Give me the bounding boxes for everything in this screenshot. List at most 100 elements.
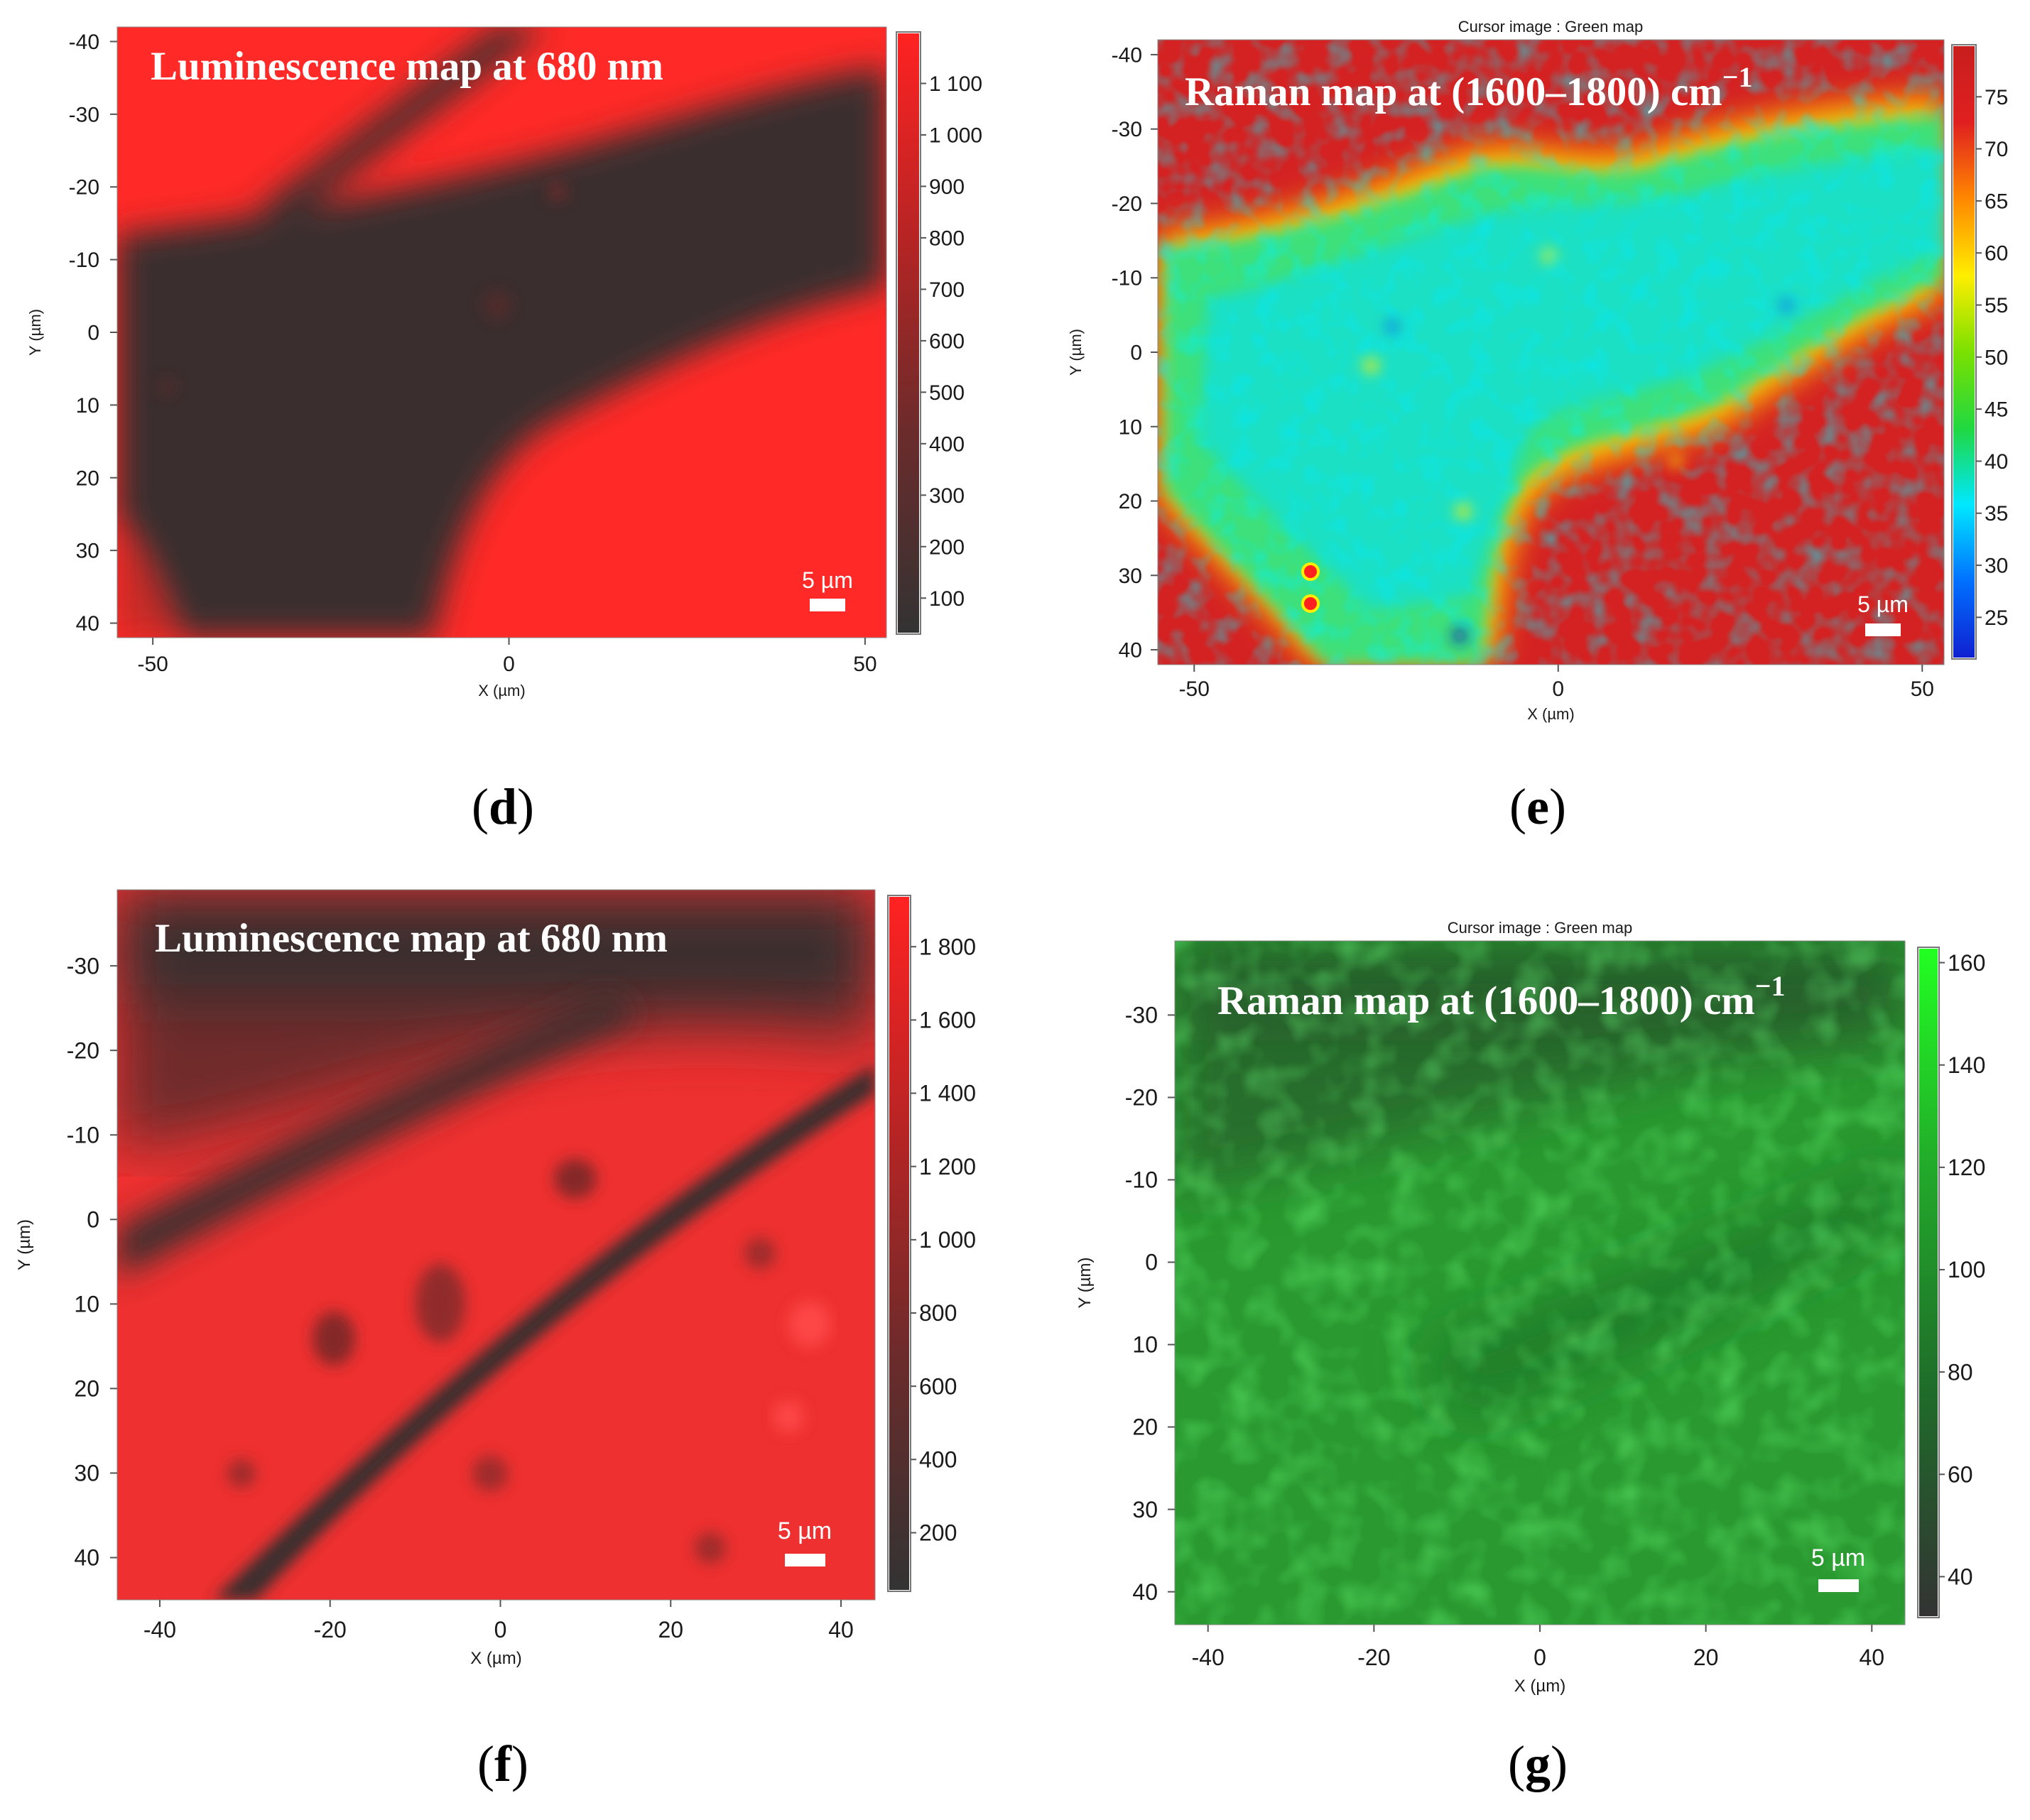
colorbar-tick-label: 75 [1985, 86, 2008, 109]
colorbar-f: 200 400 600 800 1 000 1 200 1 400 1 600 1 800 [889, 897, 976, 1590]
axes-d: -50 0 50 -40 -30 -20 -10 0 10 20 30 40 X (µm) Y (µm) [26, 31, 877, 699]
colorbar-tick-label: 60 [1948, 1461, 1973, 1487]
heatmap-f [117, 890, 875, 1600]
y-tick-label: 10 [1132, 1332, 1158, 1358]
colorbar-tick-label: 40 [1948, 1564, 1973, 1590]
y-tick-label: 10 [1119, 415, 1142, 439]
x-tick-label: 0 [503, 653, 515, 676]
colorbar-tick-label: 100 [929, 587, 965, 611]
colorbar-tick-label: 60 [1985, 242, 2008, 266]
colorbar-g: 40 60 80 100 120 140 160 [1919, 949, 1985, 1616]
heatmap-g [1175, 941, 1905, 1625]
colorbar-tick-label: 1 200 [919, 1154, 976, 1179]
y-tick-label: 40 [76, 612, 99, 636]
axes-f: -40 -20 0 20 40 -30 -20 -10 0 10 20 30 40 X (µm) Y (µm… [15, 953, 854, 1668]
y-tick-label: 30 [1119, 565, 1142, 588]
y-tick-label: -20 [69, 176, 99, 200]
colorbar-tick-label: 160 [1948, 950, 1985, 976]
colorbar-tick-label: 50 [1985, 346, 2008, 369]
scale-bar-e: 5 µm [1857, 592, 1909, 636]
x-tick-label: 40 [828, 1617, 854, 1642]
x-tick-label: -50 [137, 653, 168, 676]
y-tick-label: -30 [1125, 1003, 1158, 1028]
y-tick-label: 20 [74, 1376, 99, 1402]
y-tick-label: -30 [1112, 118, 1142, 141]
scale-bar-d: 5 µm [802, 567, 853, 611]
x-axis-label: X (µm) [470, 1649, 521, 1668]
colorbar-tick-label: 1 000 [919, 1227, 976, 1253]
y-tick-label: 40 [1119, 639, 1142, 663]
colorbar-tick-label: 200 [929, 535, 965, 559]
y-tick-label: 30 [74, 1461, 99, 1486]
x-tick-label: -20 [1357, 1645, 1390, 1670]
colorbar-d: 100 200 300 400 500 600 700 800 900 1 000 1 100 [898, 33, 982, 633]
axes-e: -50 0 50 -40 -30 -20 -10 0 10 20 30 40 X (µm) Y (µm) [1067, 43, 1934, 723]
colorbar-tick-label: 120 [1948, 1155, 1985, 1180]
y-tick-label: 0 [1145, 1250, 1158, 1275]
y-tick-label: -30 [69, 103, 99, 126]
colorbar-tick-label: 500 [929, 381, 965, 405]
colorbar-tick-label: 40 [1985, 450, 2008, 474]
x-tick-label: -20 [314, 1617, 347, 1642]
x-tick-label: -50 [1179, 677, 1210, 701]
x-tick-label: -40 [143, 1617, 176, 1642]
y-tick-label: -40 [1112, 43, 1142, 67]
x-tick-label: 20 [658, 1617, 683, 1642]
scale-bar-f: 5 µm [778, 1517, 832, 1566]
colorbar-tick-label: 70 [1985, 138, 2008, 161]
cursor-title-e: Cursor image : Green map [1458, 18, 1643, 36]
colorbar-tick-label: 1 000 [929, 124, 982, 147]
y-tick-label: 40 [1132, 1579, 1158, 1605]
heatmap-d [117, 27, 886, 638]
x-tick-label: 20 [1693, 1645, 1719, 1670]
colorbar-tick-label: 30 [1985, 555, 2008, 578]
scale-bar-label-d: 5 µm [802, 567, 853, 593]
panel-label-g: (g) [1508, 1735, 1568, 1792]
colorbar-tick-label: 800 [919, 1300, 957, 1326]
panel-label-d: (d) [472, 778, 534, 835]
panel-g: Cursor image : Green map -40 -20 0 20 40 -30 -… [1075, 919, 1985, 1792]
y-tick-label: 0 [1130, 342, 1142, 365]
x-tick-label: 0 [494, 1617, 507, 1642]
scale-bar-label-g: 5 µm [1811, 1544, 1865, 1571]
y-axis-label: Y (µm) [15, 1219, 34, 1270]
colorbar-tick-label: 300 [929, 484, 965, 508]
y-axis-label: Y (µm) [1067, 329, 1085, 376]
y-tick-label: 30 [76, 540, 99, 563]
y-tick-label: 10 [76, 394, 99, 418]
panel-e: Cursor image : Green map [1067, 18, 2008, 835]
panel-label-e: (e) [1509, 778, 1566, 835]
x-tick-label: -40 [1192, 1645, 1225, 1670]
cursor-title-g: Cursor image : Green map [1448, 919, 1632, 937]
colorbar-gradient [1953, 46, 1975, 658]
y-tick-label: 20 [76, 467, 99, 490]
colorbar-tick-label: 65 [1985, 190, 2008, 213]
map-title-e: Raman map at (1600–1800) cm−1 [1185, 61, 1753, 114]
y-tick-label: -20 [1125, 1085, 1158, 1111]
y-tick-label: -10 [69, 249, 99, 272]
colorbar-tick-label: 45 [1985, 398, 2008, 422]
colorbar-tick-label: 900 [929, 175, 965, 199]
y-tick-label: 40 [74, 1545, 99, 1571]
map-title-g: Raman map at (1600–1800) cm−1 [1217, 970, 1786, 1023]
y-tick-label: -40 [69, 31, 99, 54]
x-tick-label: 50 [853, 653, 876, 676]
y-tick-label: 30 [1132, 1497, 1158, 1522]
y-tick-label: -10 [1112, 267, 1142, 290]
x-tick-label: 0 [1534, 1645, 1546, 1670]
colorbar-tick-label: 1 400 [919, 1081, 976, 1106]
colorbar-tick-label: 800 [929, 227, 965, 250]
scale-bar-label-e: 5 µm [1857, 592, 1909, 617]
colorbar-e: 25 30 35 40 45 50 55 60 65 70 75 [1953, 46, 2008, 658]
scale-bar-g: 5 µm [1811, 1544, 1865, 1592]
y-tick-label: -10 [1125, 1167, 1158, 1193]
colorbar-tick-label: 100 [1948, 1257, 1985, 1282]
y-axis-label: Y (µm) [26, 309, 44, 356]
x-tick-label: 0 [1552, 677, 1564, 701]
colorbar-tick-label: 140 [1948, 1052, 1985, 1078]
heatmap-e [1158, 40, 1944, 665]
colorbar-gradient [898, 33, 919, 633]
colorbar-tick-label: 1 100 [929, 72, 982, 96]
scale-bar-label-f: 5 µm [778, 1517, 832, 1544]
